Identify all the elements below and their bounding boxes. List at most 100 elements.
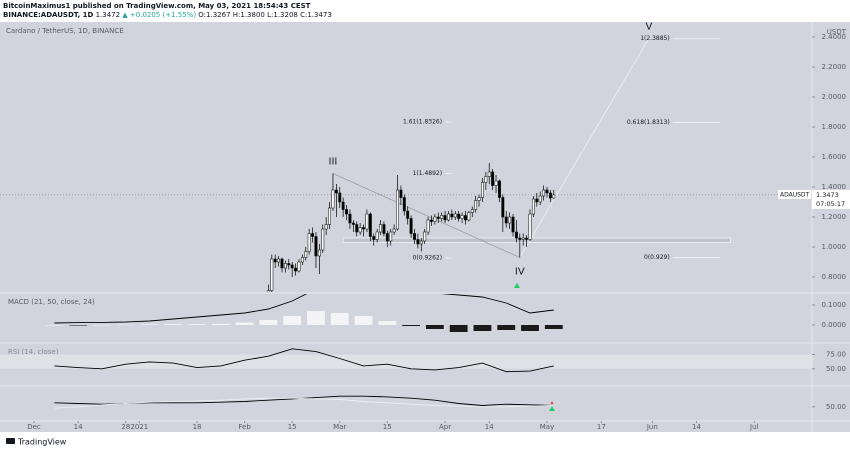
candle-body bbox=[266, 290, 270, 292]
candle-body bbox=[511, 216, 515, 233]
histogram-bar bbox=[330, 313, 349, 325]
histogram-bar bbox=[544, 325, 563, 329]
x-tick-label: 28 bbox=[121, 423, 130, 431]
candle-body bbox=[294, 267, 298, 272]
candle-body bbox=[426, 219, 430, 233]
candle-body bbox=[345, 209, 348, 215]
candle-body bbox=[379, 224, 382, 233]
candle-body bbox=[514, 231, 518, 239]
x-tick-label: 15 bbox=[383, 423, 392, 431]
candle-body bbox=[277, 258, 281, 263]
wave-label: IV bbox=[515, 267, 525, 278]
candle-body bbox=[538, 195, 542, 203]
candle-body bbox=[521, 237, 525, 240]
logo-text: TradingView bbox=[17, 438, 67, 447]
histogram-bar bbox=[497, 325, 516, 330]
candle-body bbox=[331, 189, 335, 209]
candle-body bbox=[494, 180, 498, 186]
header-line: BINANCE:ADAUSDT, 1D 1.3472 ▲ +0.0205 (+1… bbox=[3, 11, 332, 19]
histogram-bar bbox=[307, 311, 325, 325]
candle-body bbox=[477, 197, 481, 201]
x-tick-label: Dec bbox=[27, 423, 41, 431]
wave-label: V bbox=[645, 22, 652, 33]
candle-body bbox=[392, 228, 396, 233]
fib-label: 0(0.9262) bbox=[413, 255, 443, 262]
x-tick-label: Mar bbox=[333, 423, 346, 431]
histogram-bar bbox=[521, 325, 539, 331]
y-tick-label: 50.00 bbox=[826, 365, 846, 373]
candle-body bbox=[351, 222, 355, 225]
x-tick-label: Jun bbox=[646, 423, 658, 431]
y-tick-label: 1.8000 bbox=[822, 123, 847, 131]
candle-body bbox=[409, 218, 413, 234]
candle-body bbox=[535, 198, 539, 203]
wave-line bbox=[519, 38, 650, 258]
fib-label: 1.61(1.8326) bbox=[403, 119, 442, 126]
candle-body bbox=[362, 227, 365, 230]
candle-body bbox=[423, 231, 427, 242]
histogram-bar bbox=[259, 320, 278, 325]
histogram-bar bbox=[45, 325, 64, 326]
candle-body bbox=[416, 239, 420, 245]
x-tick-label: May bbox=[540, 423, 554, 431]
x-tick-label: Apr bbox=[439, 423, 451, 431]
candle-body bbox=[474, 200, 478, 210]
logo: TradingView bbox=[6, 438, 67, 447]
y-tick-label: 0.0000 bbox=[822, 321, 847, 329]
candle-body bbox=[481, 182, 484, 198]
candle-body bbox=[433, 216, 437, 222]
y-tick-label: 1.4000 bbox=[822, 183, 847, 191]
candle-body bbox=[457, 213, 461, 219]
symbol-label: ADAUSDT bbox=[780, 191, 810, 198]
x-tick-label: 17 bbox=[597, 423, 606, 431]
x-tick-label: Jul bbox=[749, 423, 759, 431]
candle-body bbox=[464, 215, 467, 221]
x-tick-label: 18 bbox=[193, 423, 202, 431]
candle-body bbox=[328, 207, 331, 225]
candle-body bbox=[419, 240, 423, 245]
candle-body bbox=[297, 261, 301, 272]
wave-label: III bbox=[329, 157, 338, 168]
rsi-title: RSI (14, close) bbox=[8, 348, 59, 356]
support-zone bbox=[342, 237, 731, 243]
candle-body bbox=[283, 263, 287, 269]
candle-body bbox=[355, 224, 359, 233]
y-tick-label: 0.8000 bbox=[822, 273, 847, 281]
candle-body bbox=[317, 249, 321, 257]
candle-body bbox=[542, 189, 546, 197]
candle-body bbox=[338, 192, 342, 203]
y-tick-label: 1.6000 bbox=[822, 153, 847, 161]
logo-icon bbox=[6, 438, 15, 444]
countdown: 07:05:17 bbox=[816, 200, 845, 208]
candle-body bbox=[467, 212, 471, 221]
candle-body bbox=[389, 231, 393, 242]
candle-body bbox=[399, 189, 403, 198]
candle-body bbox=[368, 213, 372, 237]
candle-body bbox=[334, 189, 338, 194]
candle-body bbox=[300, 257, 304, 263]
candle-body bbox=[375, 231, 379, 240]
histogram-bar bbox=[164, 324, 183, 325]
candle-body bbox=[440, 215, 444, 219]
candle-body bbox=[450, 213, 454, 218]
candle-body bbox=[385, 233, 389, 242]
histogram-bar bbox=[402, 325, 421, 326]
candle-body bbox=[545, 189, 549, 194]
x-tick-label: 14 bbox=[74, 423, 83, 431]
series-line bbox=[54, 294, 554, 324]
header-bg bbox=[0, 0, 850, 22]
candle-body bbox=[460, 215, 464, 219]
unit: USDT bbox=[827, 28, 847, 36]
histogram-bar bbox=[93, 325, 111, 326]
symbol-box bbox=[778, 189, 811, 199]
candle-body bbox=[501, 197, 505, 218]
candle-body bbox=[341, 201, 345, 210]
pane bbox=[0, 348, 812, 373]
macd-title: MACD (21, 50, close, 24) bbox=[8, 298, 95, 306]
candle-body bbox=[491, 171, 495, 186]
x-tick-label: 14 bbox=[692, 423, 701, 431]
histogram-bar bbox=[449, 325, 468, 332]
candle-body bbox=[528, 213, 532, 240]
signal-dot bbox=[550, 401, 554, 405]
candle-body bbox=[552, 194, 556, 199]
